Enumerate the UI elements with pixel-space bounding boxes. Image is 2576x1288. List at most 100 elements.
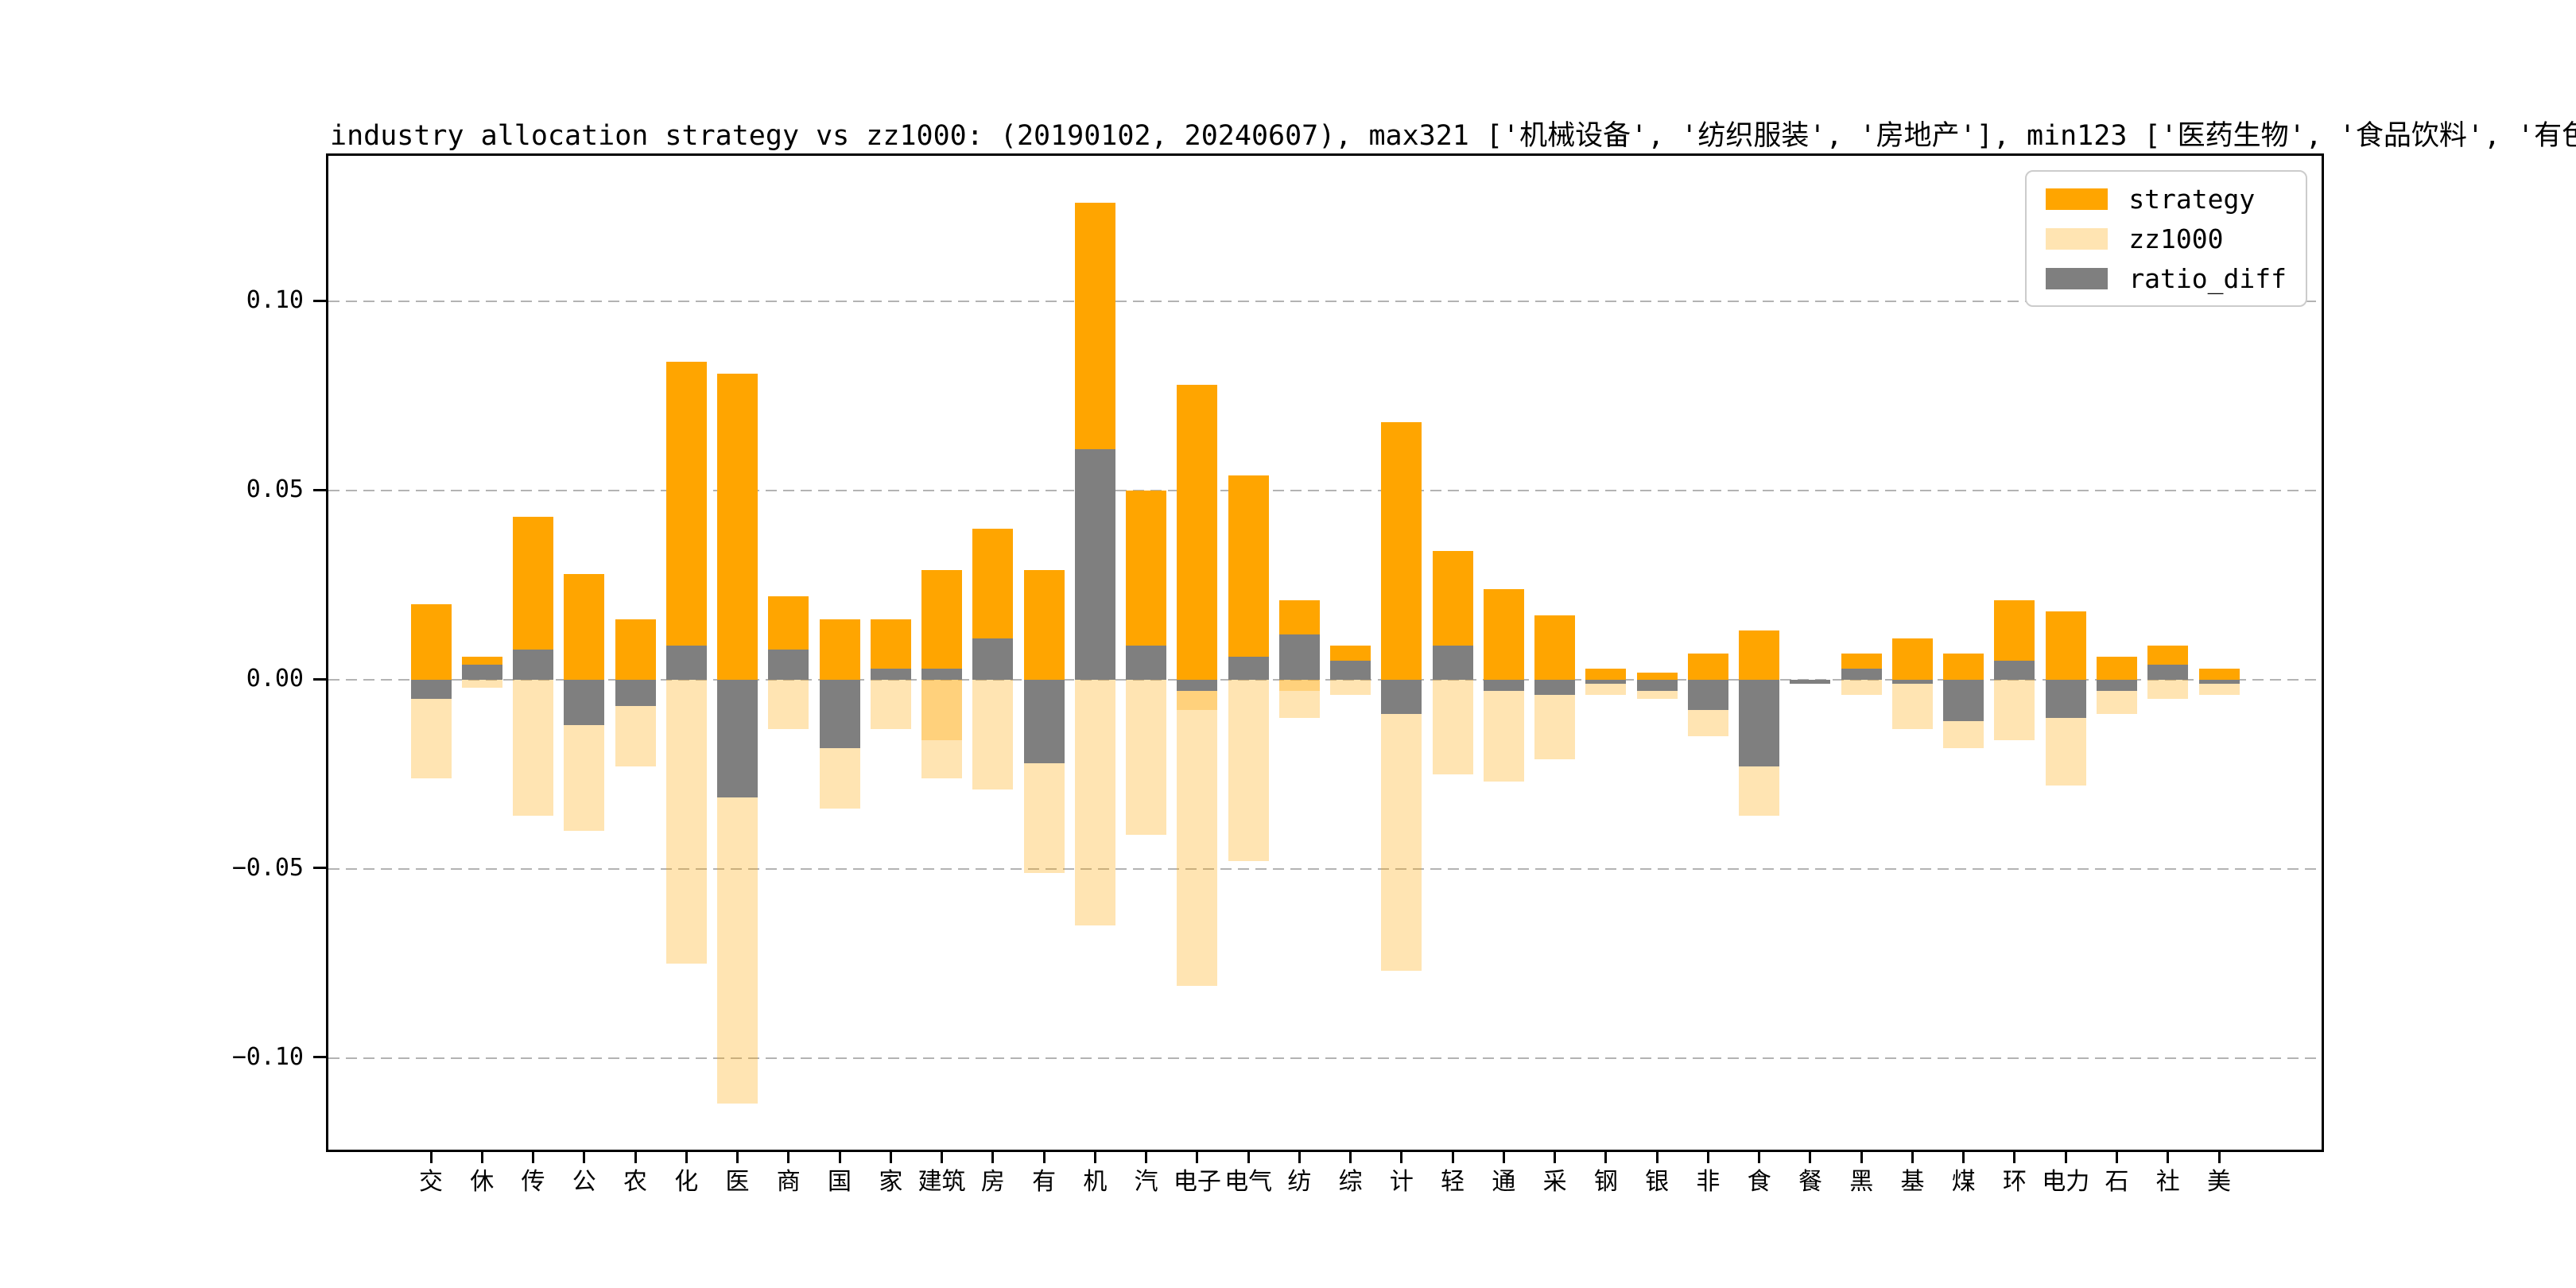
bar-zz1000-overlap-建筑: [921, 680, 963, 741]
bar-ratio-diff-综: [1330, 661, 1371, 680]
y-tick-label-0: 0.00: [246, 665, 304, 693]
bar-zz1000-电气: [1228, 680, 1269, 862]
bar-zz1000-通: [1483, 680, 1524, 782]
bar-ratio-diff-通: [1483, 680, 1524, 692]
bar-ratio-diff-银: [1636, 680, 1678, 692]
x-tick-label-电力: 电力: [2042, 1168, 2090, 1196]
bar-strategy-电力: [2045, 611, 2086, 680]
bar-ratio-diff-机: [1074, 448, 1115, 681]
y-tick-mark--0.1: [313, 1056, 326, 1059]
bar-ratio-diff-石: [2096, 680, 2137, 692]
x-tick-mark-环: [2013, 1152, 2016, 1163]
x-tick-label-电子: 电子: [1173, 1168, 1221, 1196]
x-tick-label-传: 传: [521, 1168, 545, 1196]
x-tick-label-机: 机: [1083, 1168, 1108, 1196]
x-tick-label-家: 家: [879, 1168, 903, 1196]
y-tick-label--0.1: −0.10: [231, 1042, 304, 1071]
bar-zz1000-休: [461, 680, 502, 688]
x-tick-mark-化: [685, 1152, 688, 1163]
bar-ratio-diff-计: [1381, 680, 1422, 714]
x-tick-label-食: 食: [1747, 1168, 1771, 1196]
bar-zz1000-计: [1381, 680, 1422, 972]
x-tick-label-环: 环: [2002, 1168, 2027, 1196]
y-tick-label--0.05: −0.05: [231, 853, 304, 882]
bar-ratio-diff-轻: [1432, 646, 1473, 680]
bar-ratio-diff-传: [513, 649, 553, 681]
bar-strategy-有: [1023, 570, 1065, 681]
x-tick-mark-社: [2167, 1152, 2170, 1163]
x-tick-mark-美: [2217, 1152, 2221, 1163]
bar-ratio-diff-有: [1023, 680, 1065, 763]
x-tick-label-建筑: 建筑: [918, 1168, 966, 1196]
x-tick-label-钢: 钢: [1593, 1168, 1618, 1196]
x-tick-label-交: 交: [419, 1168, 443, 1196]
bar-strategy-钢: [1585, 668, 1627, 680]
bar-strategy-电子: [1177, 384, 1218, 681]
x-tick-mark-综: [1349, 1152, 1352, 1163]
bar-zz1000-家: [870, 680, 911, 729]
bar-ratio-diff-采: [1534, 680, 1576, 696]
x-tick-mark-黑: [1860, 1152, 1863, 1163]
x-tick-label-休: 休: [470, 1168, 495, 1196]
bar-ratio-diff-房: [972, 638, 1014, 680]
bar-strategy-非: [1687, 653, 1728, 680]
x-tick-label-国: 国: [828, 1168, 852, 1196]
legend-label-strategy: strategy: [2128, 183, 2256, 215]
bar-strategy-食: [1739, 630, 1780, 680]
gridline--0.1: [328, 1057, 2322, 1059]
bar-zz1000-基: [1891, 680, 1933, 729]
bar-zz1000-汽: [1126, 680, 1167, 836]
x-tick-mark-传: [532, 1152, 534, 1163]
plot-area: strategy zz1000 ratio_diff: [326, 153, 2324, 1152]
x-tick-label-非: 非: [1696, 1168, 1721, 1196]
x-tick-label-房: 房: [980, 1168, 1005, 1196]
gridline-0.05: [328, 490, 2322, 492]
bar-zz1000-房: [972, 680, 1014, 789]
y-tick-mark-0.1: [313, 299, 326, 302]
x-tick-mark-机: [1093, 1152, 1096, 1163]
x-tick-mark-建筑: [941, 1152, 944, 1163]
bar-zz1000-传: [513, 680, 553, 817]
bar-zz1000-纺: [1278, 680, 1320, 718]
bar-zz1000-环: [1994, 680, 2035, 741]
x-tick-label-石: 石: [2105, 1168, 2129, 1196]
bar-strategy-公: [564, 573, 605, 680]
bar-strategy-美: [2198, 668, 2240, 680]
x-tick-mark-有: [1042, 1152, 1046, 1163]
bar-ratio-diff-农: [615, 680, 656, 707]
bar-ratio-diff-化: [665, 646, 707, 680]
bar-strategy-通: [1483, 588, 1524, 680]
bar-ratio-diff-交: [410, 680, 452, 699]
x-tick-label-美: 美: [2207, 1168, 2231, 1196]
x-tick-label-计: 计: [1389, 1168, 1414, 1196]
x-tick-mark-煤: [1962, 1152, 1965, 1163]
legend-label-zz1000: zz1000: [2128, 223, 2224, 254]
bar-ratio-diff-国: [819, 680, 860, 748]
bar-strategy-电气: [1228, 475, 1269, 680]
x-tick-mark-家: [889, 1152, 892, 1163]
bar-zz1000-轻: [1432, 680, 1473, 774]
chart-title: industry allocation strategy vs zz1000: …: [330, 120, 2576, 152]
x-tick-mark-医: [736, 1152, 739, 1163]
y-tick-label-0.05: 0.05: [246, 475, 304, 504]
bar-ratio-diff-煤: [1943, 680, 1984, 722]
bar-strategy-计: [1381, 422, 1422, 681]
bar-ratio-diff-休: [461, 664, 502, 681]
y-tick-label-0.1: 0.10: [246, 286, 304, 315]
bar-ratio-diff-美: [2198, 680, 2240, 684]
x-tick-label-纺: 纺: [1287, 1168, 1312, 1196]
x-tick-label-医: 医: [725, 1168, 750, 1196]
y-tick-mark--0.05: [313, 867, 326, 870]
bar-strategy-农: [615, 619, 656, 680]
zz1000-swatch-icon: [2046, 227, 2109, 250]
x-tick-label-汽: 汽: [1134, 1168, 1158, 1196]
x-tick-mark-轻: [1451, 1152, 1454, 1163]
bar-zz1000-机: [1074, 680, 1115, 926]
x-tick-label-餐: 餐: [1798, 1168, 1822, 1196]
bar-ratio-diff-钢: [1585, 680, 1627, 684]
x-tick-mark-食: [1758, 1152, 1761, 1163]
x-tick-label-银: 银: [1645, 1168, 1670, 1196]
bar-zz1000-钢: [1585, 680, 1627, 696]
bar-strategy-医: [717, 373, 758, 680]
